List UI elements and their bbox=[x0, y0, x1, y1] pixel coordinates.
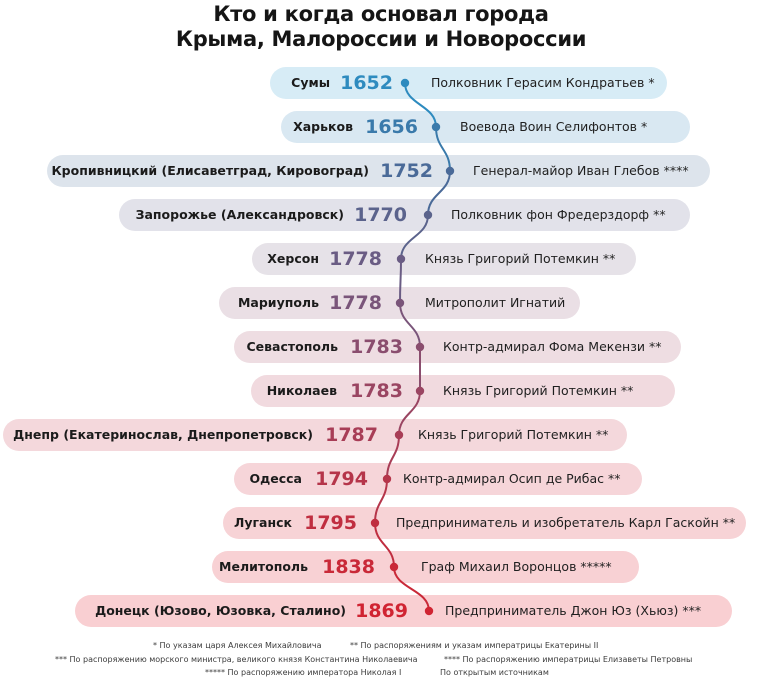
founder-name: Митрополит Игнатий bbox=[425, 295, 566, 310]
timeline-segment bbox=[399, 302, 421, 348]
city-row: Николаев 1783 Князь Григорий Потемкин ** bbox=[251, 375, 675, 407]
founder-name: Князь Григорий Потемкин ** bbox=[418, 427, 609, 442]
founder-name: Генерал-майор Иван Глебов **** bbox=[473, 163, 689, 178]
founding-year: 1652 bbox=[340, 72, 393, 94]
timeline-segment bbox=[393, 566, 430, 612]
founding-year: 1783 bbox=[350, 380, 403, 402]
title-line-2: Крыма, Малороссии и Новороссии bbox=[175, 27, 587, 51]
founding-year: 1787 bbox=[325, 424, 378, 446]
city-name: Запорожье (Александровск) bbox=[135, 207, 344, 222]
timeline-segment bbox=[399, 258, 402, 304]
city-name: Херсон bbox=[267, 251, 319, 266]
city-row: Донецк (Юзово, Юзовка, Сталино) 1869 Предп… bbox=[75, 595, 732, 627]
founder-name: Князь Григорий Потемкин ** bbox=[425, 251, 616, 266]
founding-year: 1656 bbox=[365, 116, 418, 138]
founder-name: Контр-адмирал Осип де Рибас ** bbox=[403, 471, 621, 486]
timeline-dot bbox=[382, 474, 392, 484]
footnote-1: * По указам царя Алексея Михайловича bbox=[153, 641, 322, 650]
timeline-segment bbox=[427, 170, 451, 216]
city-name: Луганск bbox=[233, 515, 292, 530]
founding-year: 1783 bbox=[350, 336, 403, 358]
founder-name: Предприниматель Джон Юз (Хьюз) *** bbox=[445, 603, 702, 618]
founder-name: Полковник фон Фредерздорф ** bbox=[451, 207, 666, 222]
founder-name: Предприниматель и изобретатель Карл Гаск… bbox=[396, 515, 736, 530]
city-name: Кропивницкий (Елисаветград, Кировоград) bbox=[51, 163, 369, 178]
city-row: Севастополь 1783 Контр-адмирал Фома Мекенз… bbox=[234, 331, 681, 363]
timeline-segment bbox=[386, 434, 400, 480]
timeline-segment bbox=[400, 214, 429, 260]
timeline-dot bbox=[415, 342, 425, 352]
city-row: Луганск 1795 Предприниматель и изобретател… bbox=[223, 507, 746, 539]
timeline-dot bbox=[415, 386, 425, 396]
timeline-segment bbox=[398, 390, 421, 436]
founding-year: 1752 bbox=[380, 160, 433, 182]
city-name: Севастополь bbox=[246, 339, 338, 354]
timeline-segment bbox=[374, 522, 395, 568]
city-row: Запорожье (Александровск) 1770 Полковник ф… bbox=[119, 199, 690, 231]
founder-name: Князь Григорий Потемкин ** bbox=[443, 383, 634, 398]
founding-year: 1869 bbox=[355, 600, 408, 622]
founding-year: 1794 bbox=[315, 468, 368, 490]
city-name: Николаев bbox=[266, 383, 337, 398]
city-row: Одесса 1794 Контр-адмирал Осип де Рибас ** bbox=[234, 463, 642, 495]
timeline-dot bbox=[424, 606, 434, 616]
timeline-dot bbox=[431, 122, 441, 132]
timeline-dot bbox=[423, 210, 433, 220]
founding-year: 1838 bbox=[322, 556, 375, 578]
founder-name: Воевода Воин Селифонтов * bbox=[460, 119, 648, 134]
city-name: Одесса bbox=[249, 471, 302, 486]
city-row: Сумы 1652 Полковник Герасим Кондратьев * bbox=[270, 67, 667, 99]
city-name: Мариуполь bbox=[237, 295, 319, 310]
city-row: Кропивницкий (Елисаветград, Кировоград) 1… bbox=[47, 155, 710, 187]
city-name: Харьков bbox=[293, 119, 353, 134]
city-name: Днепр (Екатеринослав, Днепропетровск) bbox=[13, 427, 313, 442]
city-name: Донецк (Юзово, Юзовка, Сталино) bbox=[95, 603, 346, 618]
founding-year: 1795 bbox=[304, 512, 357, 534]
footnote-6: По открытым источникам bbox=[440, 668, 549, 677]
timeline-dot bbox=[394, 430, 404, 440]
timeline-segment bbox=[374, 478, 388, 524]
timeline-dot bbox=[389, 562, 399, 572]
footnote-5: ***** По распоряжению императора Николая… bbox=[205, 668, 402, 677]
footnote-3: *** По распоряжению морского министра, в… bbox=[55, 655, 418, 664]
city-row: Мелитополь 1838 Граф Михаил Воронцов ***** bbox=[212, 551, 639, 583]
timeline-dot bbox=[396, 254, 406, 264]
city-name: Мелитополь bbox=[219, 559, 308, 574]
timeline-dot bbox=[370, 518, 380, 528]
timeline-segment bbox=[404, 82, 437, 128]
timeline-segment bbox=[435, 126, 451, 172]
footnote-4: **** По распоряжению императрицы Елизаве… bbox=[444, 655, 693, 664]
city-row: Харьков 1656 Воевода Воин Селифонтов * bbox=[281, 111, 690, 143]
city-row: Херсон 1778 Князь Григорий Потемкин ** bbox=[252, 243, 636, 275]
city-row: Днепр (Екатеринослав, Днепропетровск) 178… bbox=[3, 419, 627, 451]
founder-name: Граф Михаил Воронцов ***** bbox=[421, 559, 612, 574]
timeline-dot bbox=[400, 78, 410, 88]
title-line-1: Кто и когда основал города bbox=[213, 2, 549, 26]
founding-year: 1778 bbox=[329, 292, 382, 314]
footnote-2: ** По распоряжениям и указам императрицы… bbox=[350, 641, 599, 650]
city-name: Сумы bbox=[291, 75, 330, 90]
founder-name: Контр-адмирал Фома Мекензи ** bbox=[443, 339, 662, 354]
founder-name: Полковник Герасим Кондратьев * bbox=[431, 75, 655, 90]
founding-year: 1770 bbox=[354, 204, 407, 226]
timeline-dot bbox=[445, 166, 455, 176]
timeline-dot bbox=[395, 298, 405, 308]
founding-year: 1778 bbox=[329, 248, 382, 270]
